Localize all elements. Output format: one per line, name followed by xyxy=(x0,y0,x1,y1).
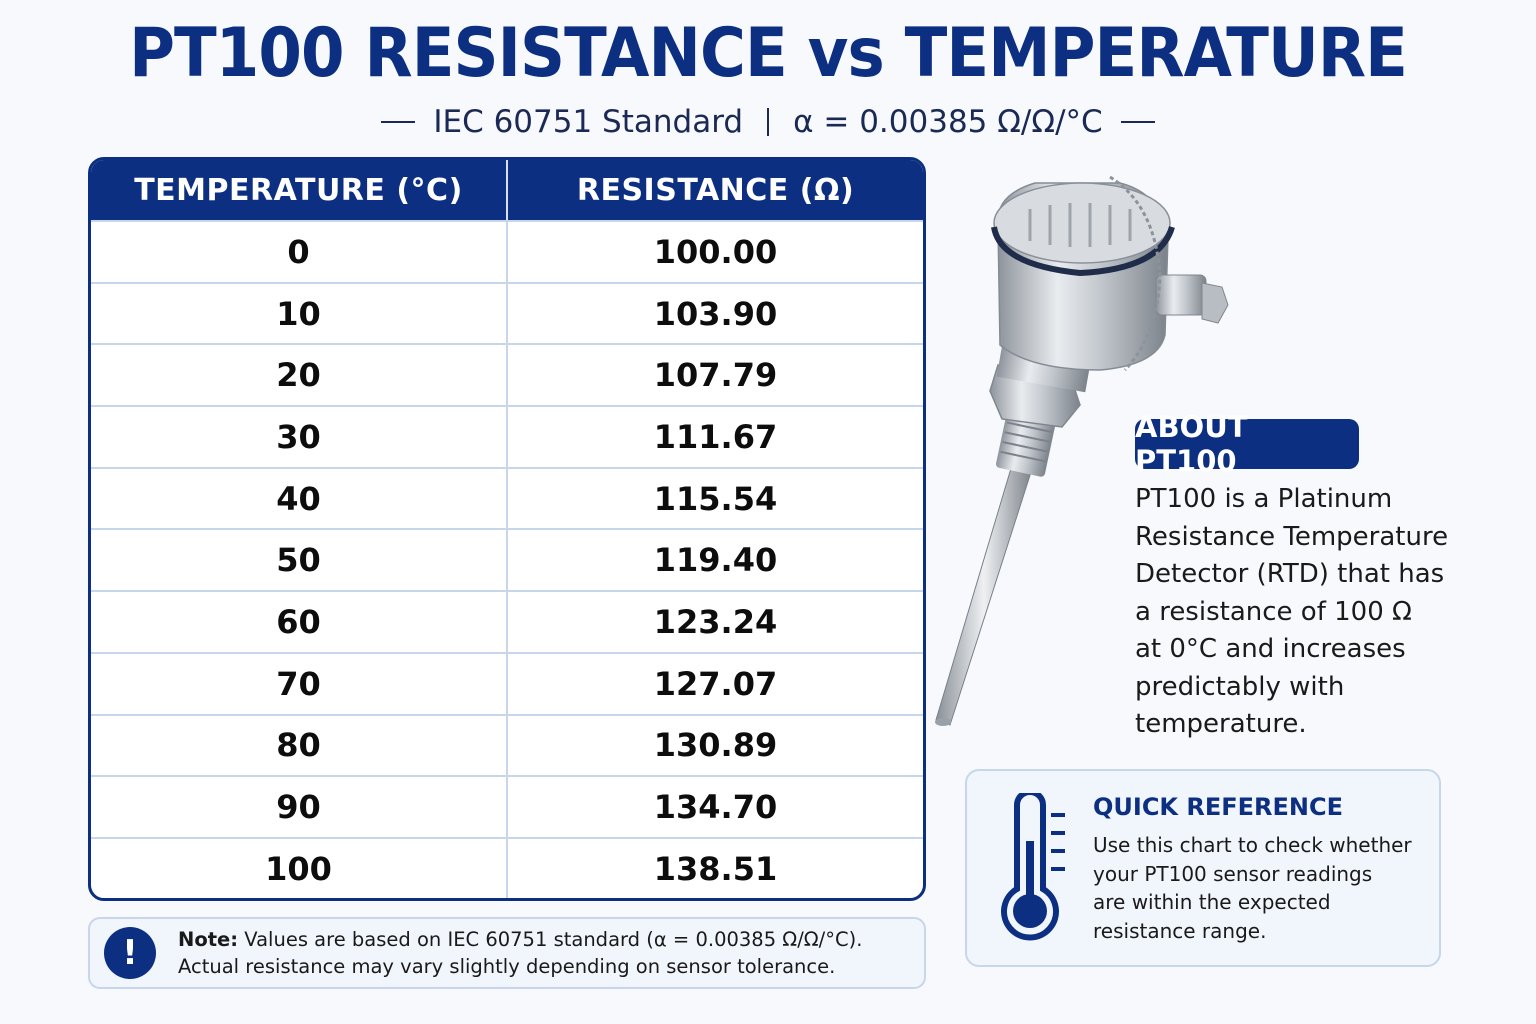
subtitle: IEC 60751 Standard α = 0.00385 Ω/Ω/°C xyxy=(0,104,1536,140)
subtitle-dash-right xyxy=(1120,121,1155,123)
resistance-cell: 138.51 xyxy=(506,838,923,898)
resistance-cell: 123.24 xyxy=(506,592,923,652)
page-title: PT100 RESISTANCE vs TEMPERATURE xyxy=(129,14,1408,93)
about-line: predictably with xyxy=(1135,671,1345,702)
about-pt100-badge: ABOUT PT100 xyxy=(1135,410,1359,478)
resistance-cell: 103.90 xyxy=(506,283,923,344)
quick-reference-line: resistance range. xyxy=(1093,918,1267,943)
note-box: ! Note: Values are based on IEC 60751 st… xyxy=(88,917,926,989)
quick-reference-text: Use this chart to check whether your PT1… xyxy=(1093,831,1423,945)
quick-reference-box: QUICK REFERENCE Use this chart to check … xyxy=(965,769,1441,967)
quick-reference-line: Use this chart to check whether xyxy=(1093,833,1412,857)
temperature-cell: 80 xyxy=(276,726,321,765)
table-row: 10 103.90 xyxy=(91,281,923,344)
table-row: 40 115.54 xyxy=(91,466,923,529)
temperature-cell: 70 xyxy=(276,664,321,703)
temperature-cell: 30 xyxy=(276,417,321,456)
resistance-cell: 119.40 xyxy=(506,530,923,591)
quick-reference-line: your PT100 sensor readings xyxy=(1093,861,1373,886)
thermometer-icon xyxy=(1001,793,1065,941)
about-line: a resistance of 100 Ω xyxy=(1135,596,1412,627)
temperature-cell: 90 xyxy=(276,788,321,827)
resistance-cell: 115.54 xyxy=(506,468,923,529)
quick-reference-line: are within the expected xyxy=(1093,890,1331,914)
resistance-cell: 134.70 xyxy=(506,777,923,837)
about-line: temperature. xyxy=(1135,709,1307,739)
temperature-cell: 100 xyxy=(265,849,332,888)
temperature-cell: 50 xyxy=(276,541,321,580)
table-header: TEMPERATURE (°C) RESISTANCE (Ω) xyxy=(91,160,923,220)
header-temperature: TEMPERATURE (°C) xyxy=(134,172,463,208)
table-row: 30 111.67 xyxy=(91,405,923,467)
header-resistance: RESISTANCE (Ω) xyxy=(506,160,923,220)
table-row: 50 119.40 xyxy=(91,528,923,591)
about-line: PT100 is a Platinum xyxy=(1135,484,1393,514)
subtitle-dash-left xyxy=(381,121,416,123)
temperature-cell: 60 xyxy=(276,602,321,641)
table-row: 100 138.51 xyxy=(91,836,923,898)
subtitle-separator xyxy=(767,108,770,136)
exclamation-icon: ! xyxy=(104,927,156,979)
resistance-cell: 107.79 xyxy=(506,345,923,406)
note-line-1: Values are based on IEC 60751 standard (… xyxy=(244,928,863,951)
note-text: Note: Values are based on IEC 60751 stan… xyxy=(178,926,862,980)
about-pt100-text: PT100 is a Platinum Resistance Temperatu… xyxy=(1135,481,1465,744)
resistance-cell: 130.89 xyxy=(506,715,923,776)
quick-reference-title: QUICK REFERENCE xyxy=(1093,793,1344,821)
temperature-cell: 20 xyxy=(276,356,321,395)
about-line: Resistance Temperature xyxy=(1135,521,1449,552)
temperature-cell: 10 xyxy=(276,294,321,333)
table-row: 60 123.24 xyxy=(91,590,923,652)
table-row: 90 134.70 xyxy=(91,775,923,837)
note-label: Note: xyxy=(178,928,239,951)
resistance-table: TEMPERATURE (°C) RESISTANCE (Ω) 0 100.00 … xyxy=(88,157,926,901)
table-row: 70 127.07 xyxy=(91,651,923,714)
table-row: 80 130.89 xyxy=(91,713,923,776)
subtitle-standard: IEC 60751 Standard xyxy=(433,104,744,140)
about-line: at 0°C and increases xyxy=(1135,634,1406,664)
subtitle-alpha: α = 0.00385 Ω/Ω/°C xyxy=(793,104,1103,140)
resistance-cell: 127.07 xyxy=(506,653,923,714)
pt100-sensor-image xyxy=(935,175,1229,726)
table-row: 20 107.79 xyxy=(91,343,923,406)
table-row: 0 100.00 xyxy=(91,220,923,282)
temperature-cell: 40 xyxy=(276,479,321,518)
resistance-cell: 111.67 xyxy=(506,407,923,467)
temperature-cell: 0 xyxy=(287,232,310,271)
about-line: Detector (RTD) that has xyxy=(1135,559,1445,589)
resistance-cell: 100.00 xyxy=(506,222,923,282)
note-line-2: Actual resistance may vary slightly depe… xyxy=(178,955,836,978)
